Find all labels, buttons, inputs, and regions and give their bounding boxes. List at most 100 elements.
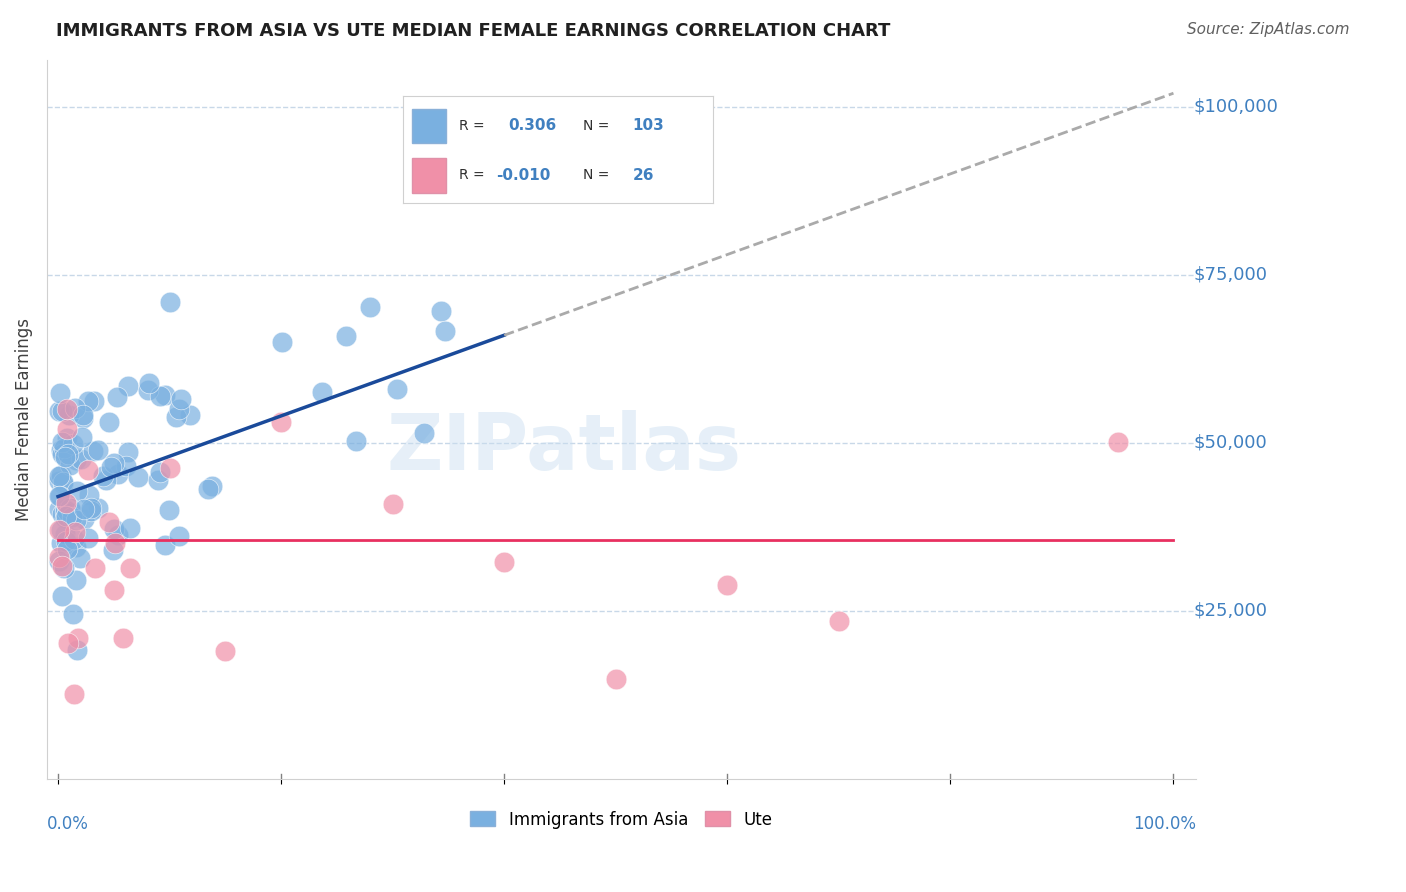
Point: [48, 523, 70, 537]
Y-axis label: Median Female Earnings: Median Female Earnings: [15, 318, 32, 521]
Point: [77, 531, 100, 545]
Point: [127, 470, 149, 484]
Point: [83, 560, 105, 574]
Point: [51, 536, 73, 550]
Point: [53, 441, 76, 455]
Point: [101, 543, 124, 558]
Point: [433, 324, 456, 338]
Point: [828, 614, 851, 628]
Point: [51, 507, 73, 521]
Point: [146, 473, 169, 487]
Point: [117, 445, 139, 459]
Point: [149, 389, 172, 403]
Point: [49, 385, 72, 400]
Point: [70, 452, 93, 467]
Point: [58, 636, 80, 650]
Point: [107, 467, 129, 481]
Point: [107, 528, 129, 542]
Point: [53, 561, 76, 575]
Point: [165, 409, 187, 424]
Point: [53, 511, 76, 525]
Point: [120, 521, 142, 535]
Point: [48, 554, 70, 568]
Point: [59, 458, 82, 472]
Point: [49, 524, 72, 538]
Point: [53, 502, 76, 516]
Point: [53, 450, 76, 464]
Point: [56, 432, 79, 446]
Point: [62, 687, 84, 701]
Point: [91, 468, 114, 483]
Point: [51, 590, 73, 604]
Point: [55, 533, 77, 548]
Point: [49, 489, 72, 503]
Point: [69, 551, 91, 566]
Point: [98, 415, 121, 429]
Point: [65, 513, 87, 527]
Point: [67, 631, 90, 645]
Point: [335, 328, 357, 343]
Point: [385, 382, 408, 396]
Point: [51, 404, 73, 418]
Point: [87, 443, 110, 458]
Point: [179, 408, 201, 422]
Point: [53, 526, 76, 541]
Point: [430, 304, 453, 318]
Point: [270, 415, 292, 429]
Point: [605, 672, 627, 686]
Point: [103, 456, 125, 470]
Point: [65, 540, 87, 554]
Point: [49, 467, 72, 482]
Point: [201, 479, 224, 493]
Text: $25,000: $25,000: [1194, 602, 1268, 620]
Point: [155, 387, 177, 401]
Point: [111, 631, 134, 645]
Point: [80, 501, 103, 516]
Point: [51, 443, 73, 458]
Point: [100, 459, 122, 474]
Point: [716, 578, 738, 592]
Point: [53, 505, 76, 519]
Point: [65, 524, 87, 539]
Point: [55, 508, 77, 523]
Point: [65, 574, 87, 588]
Point: [62, 607, 84, 621]
Point: [65, 452, 87, 467]
Point: [83, 393, 105, 408]
Point: [48, 404, 70, 418]
Point: [66, 483, 89, 498]
Text: ZIPatlas: ZIPatlas: [387, 410, 741, 486]
Text: 100.0%: 100.0%: [1133, 815, 1195, 833]
Point: [159, 295, 181, 310]
Point: [344, 434, 367, 449]
Point: [153, 538, 176, 552]
Point: [270, 335, 292, 350]
Point: [149, 465, 172, 479]
Point: [87, 500, 110, 515]
Point: [63, 533, 86, 547]
Point: [58, 409, 80, 423]
Point: [77, 463, 100, 477]
Text: 0.0%: 0.0%: [46, 815, 89, 833]
Text: IMMIGRANTS FROM ASIA VS UTE MEDIAN FEMALE EARNINGS CORRELATION CHART: IMMIGRANTS FROM ASIA VS UTE MEDIAN FEMAL…: [56, 22, 890, 40]
Point: [56, 422, 79, 436]
Point: [413, 425, 436, 440]
Point: [214, 644, 236, 658]
Point: [51, 559, 73, 574]
Point: [72, 502, 94, 516]
Point: [494, 556, 516, 570]
Point: [98, 515, 121, 529]
Point: [138, 376, 160, 391]
Point: [167, 401, 190, 416]
Point: [56, 402, 79, 417]
Point: [96, 473, 118, 487]
Point: [381, 497, 404, 511]
Point: [72, 409, 94, 423]
Point: [159, 461, 181, 475]
Point: [77, 394, 100, 409]
Point: [51, 475, 73, 489]
Point: [56, 541, 79, 556]
Point: [59, 501, 82, 516]
Point: [80, 504, 103, 518]
Point: [70, 429, 93, 443]
